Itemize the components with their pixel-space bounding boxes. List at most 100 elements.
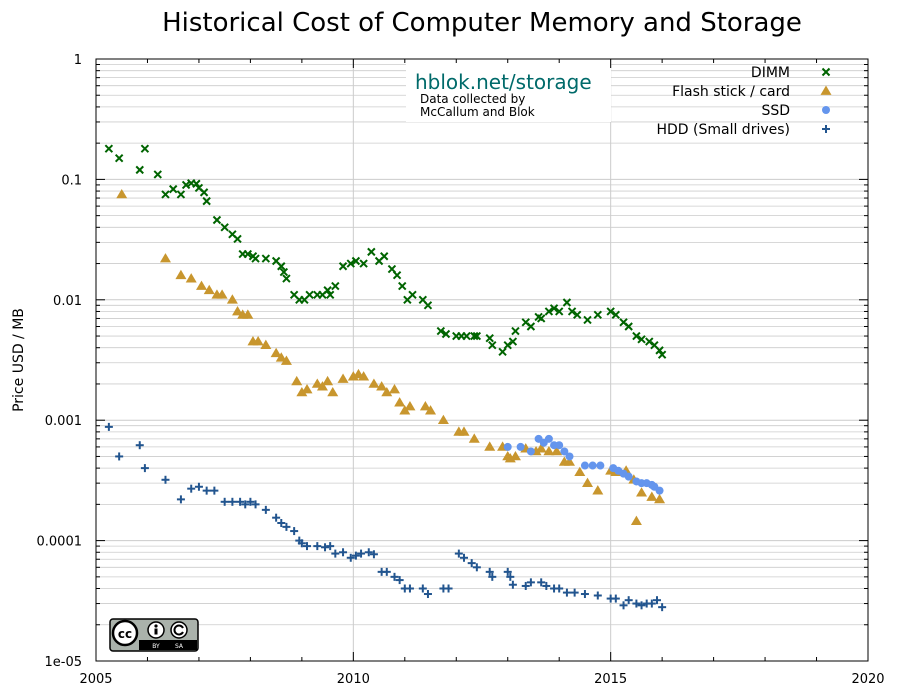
- dimm-point-stroke: [583, 315, 592, 325]
- dimm-point-stroke: [161, 190, 170, 199]
- flash-stick-card-point: [484, 441, 496, 451]
- ssd-point: [565, 452, 574, 461]
- dimm-point: [233, 234, 242, 244]
- dimm-point: [398, 281, 407, 291]
- hdd-small-drives-point: [454, 549, 463, 558]
- dimm-point: [536, 314, 546, 323]
- x-tick-label: 2015: [594, 672, 627, 687]
- flash-stick-card-point: [275, 352, 287, 362]
- dimm-point-stroke: [359, 259, 368, 268]
- by-icon-body: [154, 628, 158, 635]
- y-axis-label: Price USD / MB: [11, 308, 27, 412]
- dimm-point: [549, 304, 559, 313]
- dimm-point: [325, 290, 335, 300]
- dimm-point-stroke: [418, 295, 428, 305]
- dimm-point-stroke: [289, 290, 299, 300]
- cc-badge-strip: [139, 640, 197, 650]
- dimm-point-stroke: [346, 259, 355, 268]
- dimm-point: [632, 331, 641, 341]
- flash-stick-card-point: [551, 445, 563, 456]
- hdd-small-drives-point: [503, 567, 512, 576]
- dimm-point: [279, 267, 289, 277]
- y-tick-label: 1e-05: [44, 655, 82, 670]
- dimm-point-stroke: [305, 290, 314, 300]
- legend-marker: [821, 67, 831, 77]
- flash-stick-card-point: [574, 466, 586, 477]
- dimm-point-stroke: [521, 318, 530, 327]
- hdd-small-drives-point: [331, 549, 340, 558]
- dimm-point: [114, 153, 124, 163]
- ssd-point: [503, 442, 512, 451]
- y-tick-label: 0.001: [45, 414, 82, 429]
- flash-stick-card-point: [636, 487, 648, 497]
- hdd-small-drives-point: [104, 422, 113, 431]
- dimm-point: [462, 331, 471, 341]
- dimm-point: [140, 144, 150, 153]
- hdd-small-drives-point: [537, 578, 546, 587]
- flash-stick-card-point: [203, 284, 215, 295]
- dimm-point-stroke: [637, 335, 646, 344]
- hdd-small-drives-point: [369, 550, 378, 559]
- dimm-point-stroke: [508, 337, 518, 346]
- data-marks: [104, 144, 667, 612]
- dimm-point: [511, 326, 520, 336]
- flash-stick-card-point: [376, 381, 388, 391]
- flash-stick-card-point: [337, 373, 349, 383]
- flash-stick-card-point: [322, 375, 334, 386]
- sa-icon: [170, 621, 188, 639]
- dimm-point-stroke: [338, 262, 348, 271]
- dimm-point: [305, 290, 314, 300]
- dimm-point-stroke: [380, 252, 389, 261]
- ssd-point: [580, 461, 589, 470]
- dimm-point: [488, 340, 497, 350]
- hdd-small-drives-point: [647, 599, 656, 608]
- dimm-point: [637, 335, 646, 344]
- flash-stick-card-point: [301, 383, 313, 394]
- dimm-point-stroke: [243, 249, 253, 259]
- legend-marker: [820, 85, 832, 95]
- dimm-point: [606, 307, 615, 316]
- dimm-point-stroke: [228, 230, 237, 239]
- ssd-point: [544, 434, 553, 443]
- dimm-point-stroke: [392, 271, 402, 280]
- hdd-small-drives-point: [272, 513, 281, 522]
- dimm-point: [392, 271, 402, 280]
- hdd-small-drives-point: [303, 542, 312, 551]
- dimm-point: [611, 310, 621, 320]
- dimm-point-stroke: [655, 346, 664, 355]
- hdd-small-drives-point: [580, 590, 589, 599]
- flash-stick-card-point: [327, 386, 339, 397]
- cc-icon: [111, 619, 139, 647]
- dimm-point-stroke: [192, 179, 201, 188]
- flash-stick-card-point: [296, 386, 308, 397]
- hdd-small-drives-point: [246, 497, 255, 506]
- dimm-point: [624, 322, 633, 331]
- flash-stick-card-point: [270, 347, 282, 358]
- dimm-point-stroke: [462, 331, 471, 341]
- flash-stick-card-point: [216, 289, 228, 299]
- hdd-small-drives-point: [241, 500, 250, 509]
- dimm-point: [104, 144, 114, 153]
- dimm-point-stroke: [271, 256, 281, 266]
- hdd-small-drives-point: [542, 581, 551, 590]
- dimm-point-stroke: [650, 340, 659, 350]
- dimm-point: [338, 262, 348, 271]
- hdd-small-drives-point: [526, 578, 535, 587]
- dimm-point: [408, 290, 417, 300]
- hdd-small-drives-point: [444, 584, 453, 593]
- dimm-point: [251, 254, 260, 263]
- hdd-small-drives-point: [357, 549, 366, 558]
- dimm-point-stroke: [554, 307, 564, 316]
- dimm-point-stroke: [282, 274, 291, 283]
- y-tick-label: 0.1: [61, 173, 82, 188]
- dimm-point: [655, 346, 664, 355]
- hdd-small-drives-point: [506, 572, 515, 581]
- ssd-point: [555, 441, 564, 450]
- hdd-small-drives-point: [115, 452, 124, 461]
- legend-marker-stroke: [821, 67, 831, 77]
- series-1: [116, 188, 666, 526]
- flash-stick-card-point: [260, 339, 272, 350]
- dimm-point-stroke: [472, 331, 482, 341]
- legend-marker: [822, 106, 830, 114]
- hdd-small-drives-point: [624, 596, 633, 605]
